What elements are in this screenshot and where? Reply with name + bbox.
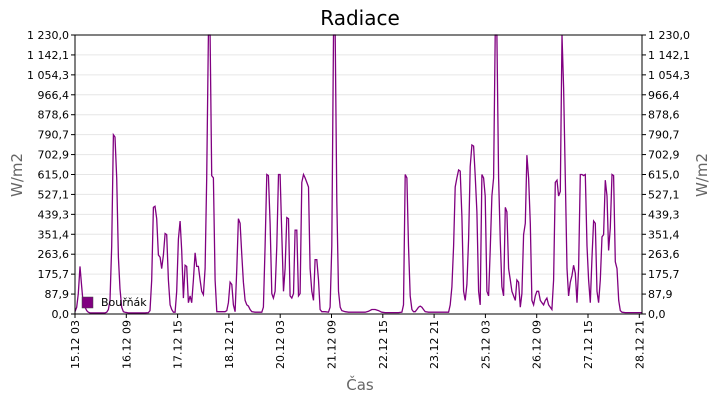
- y-tick-label-right: 966,4: [648, 89, 680, 102]
- grid: [75, 54, 642, 295]
- y-tick-label-right: 263,6: [648, 248, 680, 261]
- y-tick-label-right: 615,0: [648, 169, 680, 182]
- x-tick-label: 15.12 03: [69, 320, 82, 369]
- y-tick-label-left: 0,0: [52, 308, 70, 321]
- x-tick-label: 22.12 15: [377, 320, 390, 369]
- y-tick-label-left: 439,3: [38, 208, 70, 221]
- x-tick-label: 21.12 09: [326, 320, 339, 369]
- y-tick-label-right: 702,9: [648, 149, 680, 162]
- y-tick-label-right: 439,3: [648, 208, 680, 221]
- x-tick-label: 25.12 03: [479, 320, 492, 369]
- y-tick-label-left: 263,6: [38, 248, 70, 261]
- legend-label: Bouřňák: [101, 296, 147, 309]
- y-axis-title-right: W/m2: [693, 153, 711, 197]
- x-tick-label: 17.12 15: [172, 320, 185, 369]
- y-tick-label-left: 790,7: [38, 129, 70, 142]
- y-tick-label-left: 351,4: [38, 228, 70, 241]
- y-tick-label-left: 615,0: [38, 169, 70, 182]
- y-axis-left: 0,0 87,9 175,7 263,6 351,4 439,3 527,1 615,0 702…: [27, 29, 75, 321]
- y-tick-label-left: 1 054,3: [27, 69, 69, 82]
- y-tick-label-right: 0,0: [648, 308, 666, 321]
- y-tick-label-left: 702,9: [38, 149, 70, 162]
- legend-swatch: [81, 296, 94, 309]
- y-tick-label-right: 1 054,3: [648, 69, 690, 82]
- x-tick-label: 20.12 03: [274, 320, 287, 369]
- y-tick-label-right: 1 142,1: [648, 49, 690, 62]
- y-tick-label-right: 790,7: [648, 129, 680, 142]
- x-tick-label: 23.12 21: [428, 320, 441, 369]
- y-axis-title-left: W/m2: [8, 153, 26, 197]
- y-tick-label-left: 527,1: [38, 188, 70, 201]
- y-tick-label-left: 966,4: [38, 89, 70, 102]
- x-tick-label: 28.12 21: [633, 320, 646, 369]
- chart-title: Radiace: [320, 6, 400, 30]
- y-tick-label-right: 527,1: [648, 188, 680, 201]
- y-tick-label-left: 1 230,0: [27, 29, 69, 42]
- x-axis: 15.12 03 16.12 09 17.12 15 18.12 21 20.12 03…: [69, 314, 646, 369]
- y-tick-label-right: 175,7: [648, 268, 680, 281]
- y-axis-right: 0,0 87,9 175,7 263,6 351,4 439,3 527,1 615,0 702…: [642, 29, 690, 321]
- x-tick-label: 18.12 21: [223, 320, 236, 369]
- legend: Bouřňák: [81, 296, 147, 309]
- y-tick-label-right: 878,6: [648, 109, 680, 122]
- x-tick-label: 26.12 09: [531, 320, 544, 369]
- series-line-bournak: [74, 34, 642, 314]
- plot-frame: [74, 34, 643, 315]
- x-tick-label: 27.12 15: [582, 320, 595, 369]
- y-tick-label-right: 351,4: [648, 228, 680, 241]
- y-tick-label-left: 1 142,1: [27, 49, 69, 62]
- y-tick-label-left: 87,9: [45, 288, 70, 301]
- y-tick-label-right: 1 230,0: [648, 29, 690, 42]
- x-axis-title: Čas: [346, 375, 374, 394]
- y-tick-label-left: 175,7: [38, 268, 70, 281]
- x-tick-label: 16.12 09: [120, 320, 133, 369]
- y-tick-label-left: 878,6: [38, 109, 70, 122]
- y-tick-label-right: 87,9: [648, 288, 673, 301]
